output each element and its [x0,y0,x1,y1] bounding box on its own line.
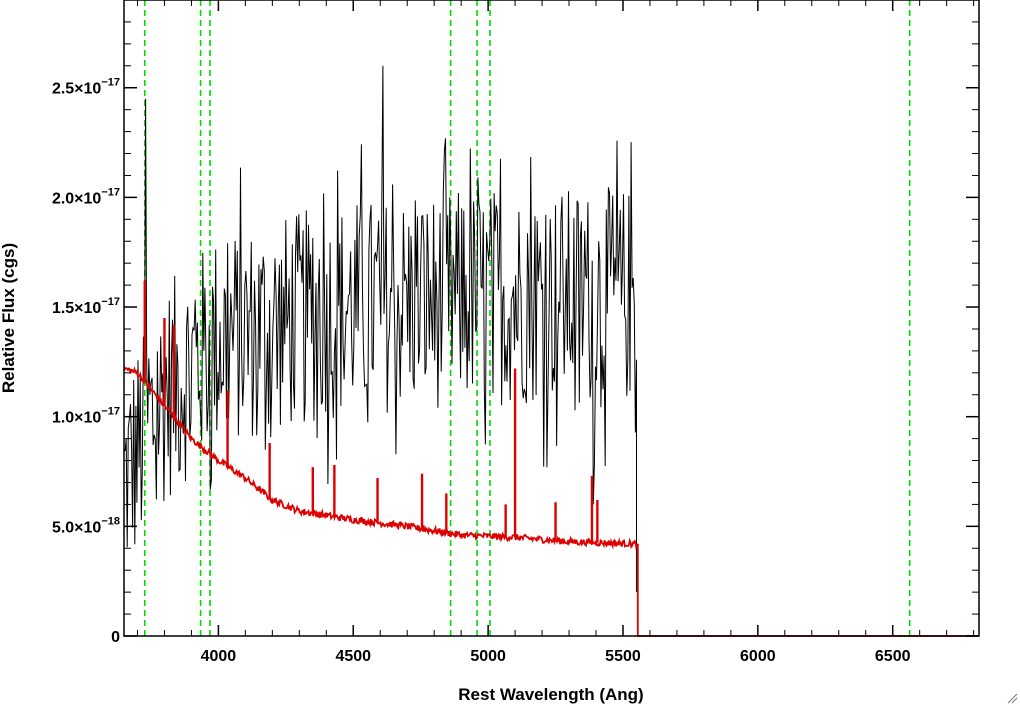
resize-grip-icon[interactable] [1004,690,1018,704]
x-axis-label: Rest Wavelength (Ang) [458,685,643,704]
y-tick-label: 1.0×10−17 [52,406,120,427]
reference-lines-group [143,0,911,636]
model-spectrum-line [123,366,979,637]
y-tick-label: 2.0×10−17 [52,186,120,207]
x-tick-label: 6500 [875,648,911,665]
plot-frame [123,0,980,637]
y-axis-ticks: 0 5.0×10−18 1.0×10−17 1.5×10−17 2.0×10−17 2.5… [52,21,979,646]
observed-spectrum-group [123,65,637,593]
x-tick-label: 4500 [335,648,371,665]
x-tick-label: 5000 [470,648,506,665]
observed-spectrum-line [123,65,637,593]
y-tick-label: 1.5×10−17 [52,296,120,317]
model-spectrum-group [123,280,979,637]
x-axis-ticks: 4000 4500 5000 5500 6000 6500 [136,0,975,665]
x-tick-label: 6000 [740,648,776,665]
y-tick-label: 5.0×10−18 [52,515,120,536]
x-tick-label: 4000 [201,648,237,665]
x-tick-label: 5500 [605,648,641,665]
y-axis-label: Relative Flux (cgs) [0,243,18,393]
y-tick-label: 2.5×10−17 [52,77,120,98]
y-tick-label: 0 [111,629,120,646]
